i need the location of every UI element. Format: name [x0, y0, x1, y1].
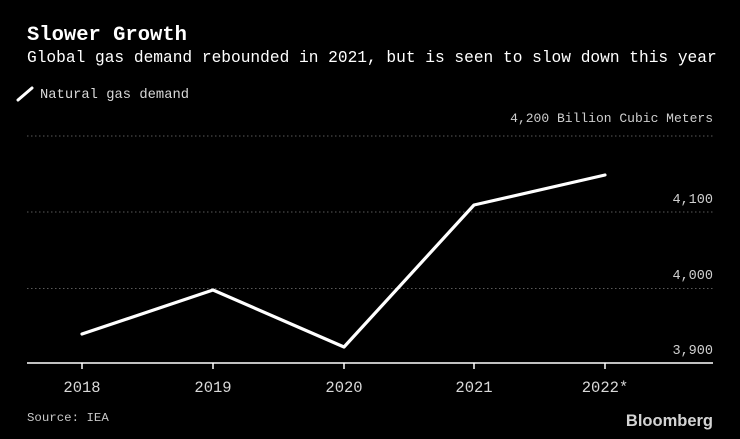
- svg-text:4,100: 4,100: [672, 193, 713, 208]
- svg-text:2018: 2018: [63, 379, 100, 397]
- svg-text:2019: 2019: [194, 379, 231, 397]
- svg-text:4,000: 4,000: [672, 269, 713, 284]
- svg-text:2021: 2021: [455, 379, 492, 397]
- svg-text:2022*: 2022*: [582, 379, 629, 397]
- svg-text:2020: 2020: [325, 379, 362, 397]
- svg-text:3,900: 3,900: [672, 344, 713, 359]
